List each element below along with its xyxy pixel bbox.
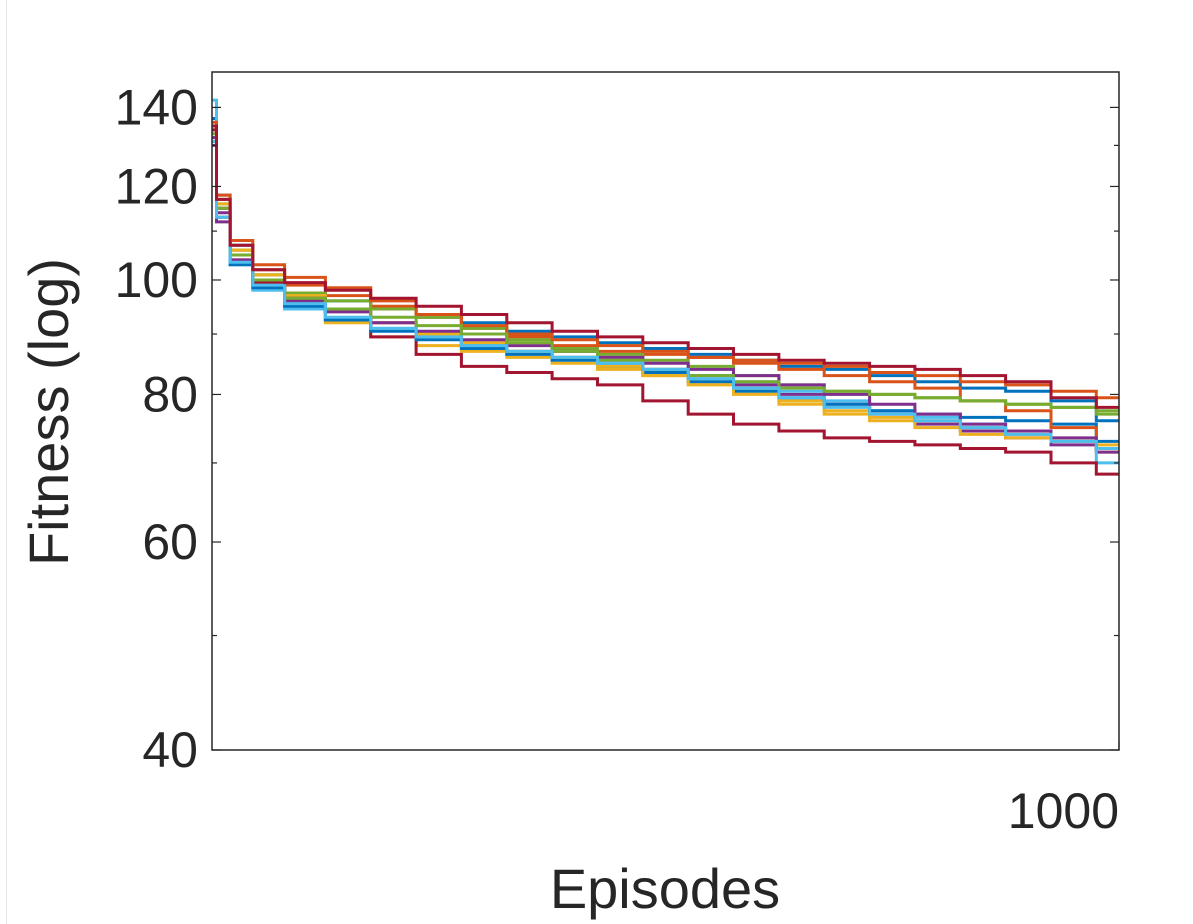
y-tick-label-60: 60 [142,514,198,570]
series-layer [212,98,1119,476]
series-line-6 [212,98,1119,465]
y-tick-label-40: 40 [142,722,198,778]
y-tick-label-140: 140 [115,79,198,135]
series-line-4 [212,143,1119,454]
series-line-13 [212,140,1119,450]
y-tick-label-80: 80 [142,366,198,422]
left-edge-rule [6,0,7,924]
y-tick-label-120: 120 [115,158,198,214]
x-axis-title: Episodes [550,857,780,920]
y-ticks: 40 60 80 100 120 140 [115,79,1119,778]
x-tick-label-1000: 1000 [1008,783,1119,839]
series-line-14 [212,124,1119,409]
plot-frame [211,71,1120,751]
x-ticks: 1000 [1008,741,1120,839]
series-line-2 [212,124,1119,400]
y-tick-label-100: 100 [115,252,198,308]
y-axis-title: Fitness (log) [17,258,80,566]
